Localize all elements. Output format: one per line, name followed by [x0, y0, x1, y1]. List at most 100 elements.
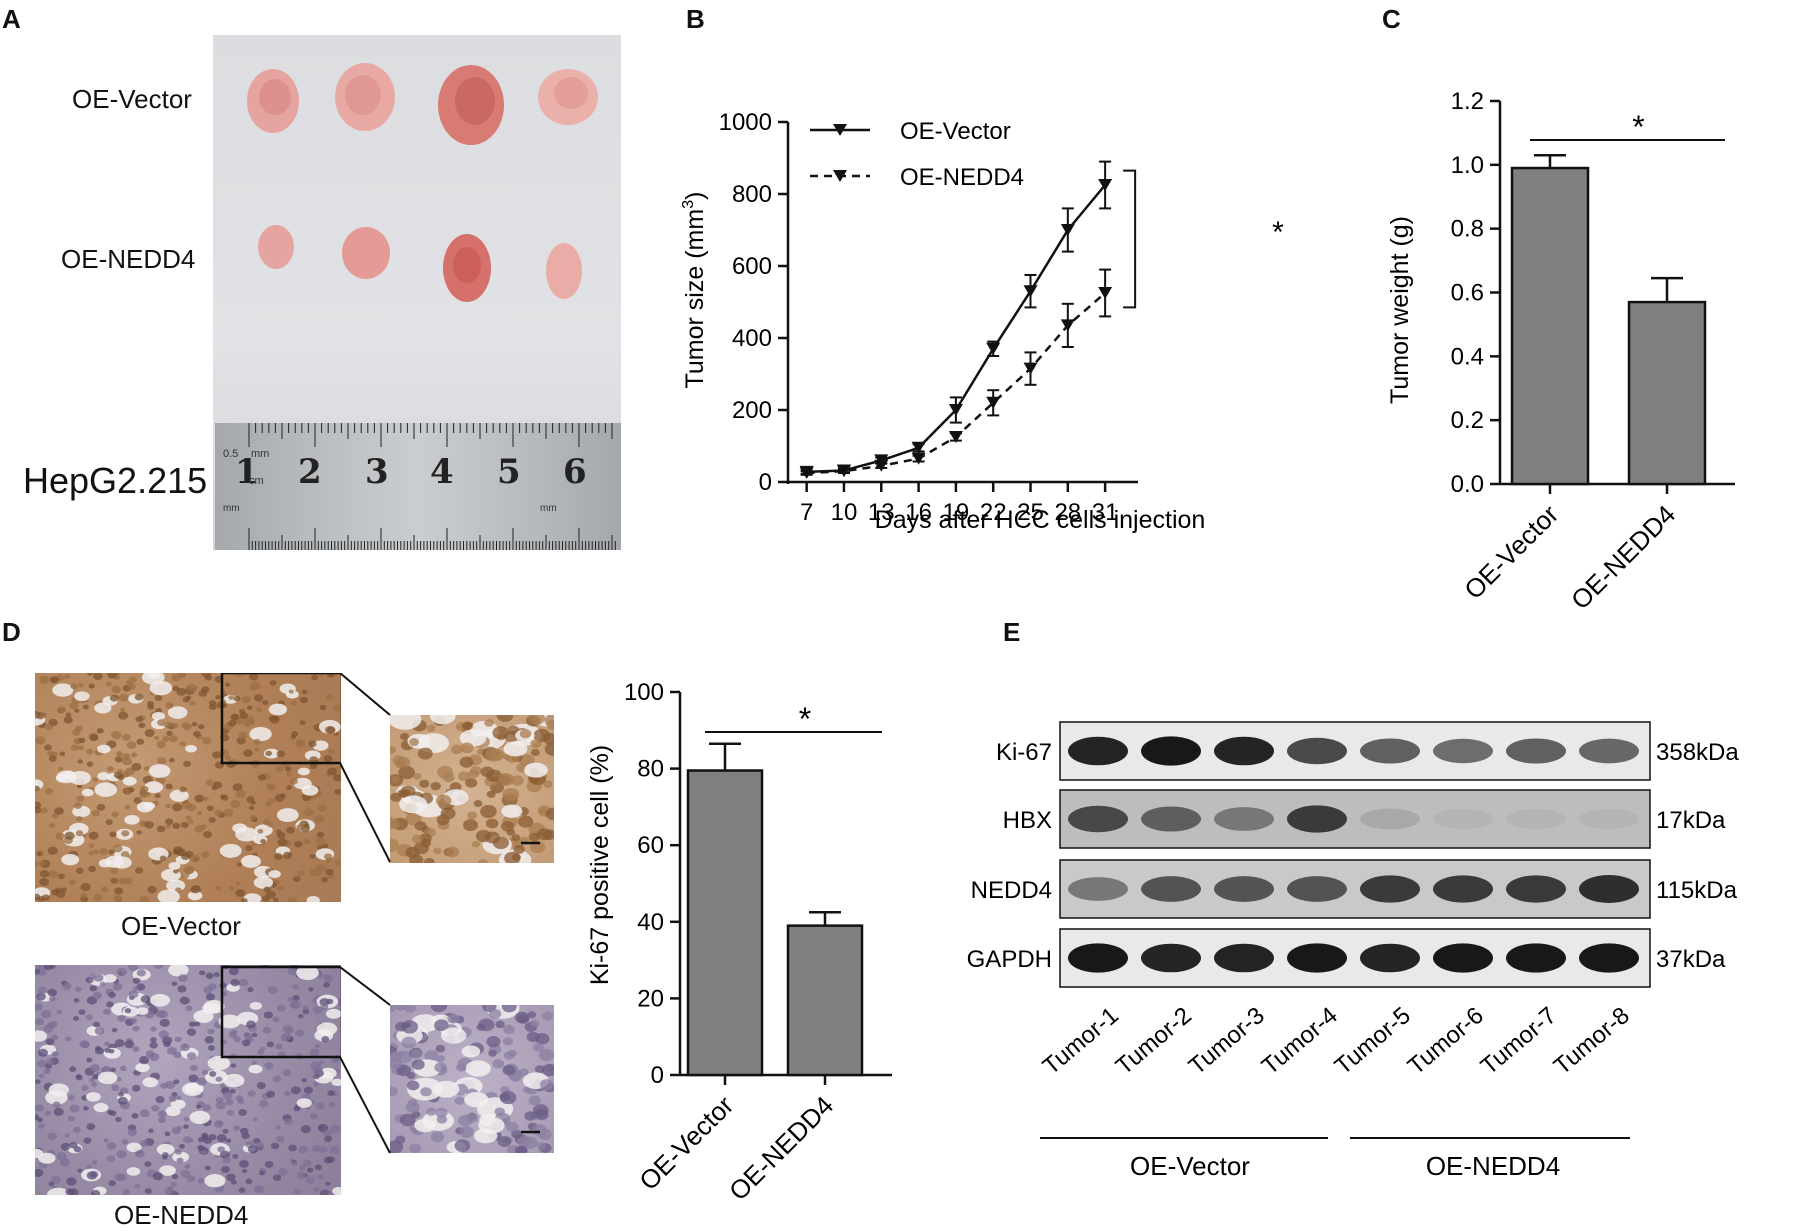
cell: [435, 1044, 446, 1053]
western-blot: Ki-67 358kDa HBX 17kDa NEDD4 115kDa GAPDH 37kDa…: [967, 721, 1739, 1181]
band: [1214, 807, 1274, 831]
cell: [139, 1140, 149, 1147]
cell: [449, 782, 462, 792]
cell: [201, 1069, 209, 1075]
cell: [172, 723, 179, 729]
cell: [533, 1042, 545, 1052]
ruler-small-mm3: mm: [540, 503, 557, 514]
cell: [229, 1088, 236, 1094]
c-xtick-label: OE-NEDD4: [1565, 499, 1681, 615]
cell: [185, 744, 197, 753]
cell: [419, 833, 432, 844]
cell: [492, 1059, 505, 1069]
cell: [528, 832, 540, 842]
cell: [151, 712, 166, 721]
cell: [108, 991, 116, 999]
cell: [88, 843, 95, 848]
cell: [436, 1115, 448, 1124]
cell: [176, 848, 186, 857]
c-ylabel: Tumor weight (g): [1386, 216, 1414, 404]
cell: [46, 1187, 70, 1195]
cell: [293, 1188, 302, 1195]
cell: [108, 1180, 116, 1187]
cell: [138, 1056, 150, 1065]
cell: [91, 810, 100, 817]
cell: [215, 694, 221, 700]
ihc-oe-nedd4-image: [35, 965, 341, 1195]
cell: [63, 674, 71, 680]
cell: [90, 1189, 101, 1195]
c-xtick-label: OE-Vector: [1458, 499, 1564, 605]
cell: [459, 1126, 474, 1138]
cell: [167, 1186, 174, 1191]
cell: [110, 867, 119, 874]
cell: [92, 777, 98, 782]
cell: [150, 1037, 157, 1043]
c-ytick-label: 0.2: [1451, 407, 1484, 434]
cell: [77, 759, 84, 764]
cell: [189, 1110, 211, 1124]
cell: [193, 730, 201, 738]
cell: [390, 1052, 402, 1063]
cell: [170, 1181, 177, 1187]
b-point: [1098, 179, 1113, 191]
cell: [65, 1188, 75, 1195]
cell: [76, 816, 83, 822]
cell: [492, 836, 510, 850]
cell: [212, 751, 222, 759]
cell: [250, 814, 257, 820]
b-point: [911, 441, 926, 454]
lane-label: Tumor-8: [1549, 1002, 1635, 1080]
cell: [320, 1189, 330, 1195]
cell: [262, 819, 271, 826]
nedd4-cells: [35, 965, 341, 1195]
cell: [287, 967, 298, 976]
cell: [148, 1128, 154, 1134]
cell: [116, 774, 125, 781]
cell: [107, 673, 117, 679]
cell: [56, 1009, 63, 1015]
cell: [328, 1101, 336, 1108]
cell: [220, 1083, 226, 1089]
cell: [86, 1057, 93, 1063]
tumor-vector-2-shade: [345, 75, 381, 115]
cell: [149, 1041, 158, 1049]
ihc-label-vector: OE-Vector: [121, 911, 241, 941]
cell: [435, 1107, 448, 1118]
cell: [164, 1131, 171, 1137]
b-point: [948, 431, 963, 443]
cell: [259, 1170, 265, 1176]
cell: [285, 1027, 295, 1034]
b-legend: OE-Vector OE-NEDD4: [810, 118, 1024, 191]
cell: [266, 1090, 276, 1098]
cell: [197, 1144, 205, 1151]
cell: [185, 695, 192, 700]
cell: [183, 760, 192, 767]
cell: [235, 1095, 244, 1102]
cell: [187, 819, 194, 824]
cell: [92, 991, 103, 1000]
cell: [85, 748, 94, 755]
cell: [430, 781, 441, 791]
cell: [281, 1032, 292, 1041]
cell: [144, 781, 164, 794]
cell: [47, 750, 55, 757]
cell: [171, 803, 183, 812]
cell: [53, 1107, 64, 1116]
cell: [316, 1022, 338, 1036]
cell: [197, 1178, 205, 1184]
cell: [256, 1082, 266, 1090]
cell: [309, 756, 319, 764]
cell: [165, 803, 172, 809]
tumor-vector-1-shade: [259, 79, 291, 115]
cell: [536, 1142, 546, 1150]
cell: [46, 1058, 54, 1065]
cell: [305, 1176, 316, 1184]
cell: [156, 825, 166, 833]
cell: [75, 830, 84, 837]
cell: [545, 807, 554, 821]
b-ytick-label: 800: [732, 181, 772, 208]
cell: [111, 685, 121, 694]
cell: [82, 704, 89, 710]
cell: [501, 804, 523, 818]
